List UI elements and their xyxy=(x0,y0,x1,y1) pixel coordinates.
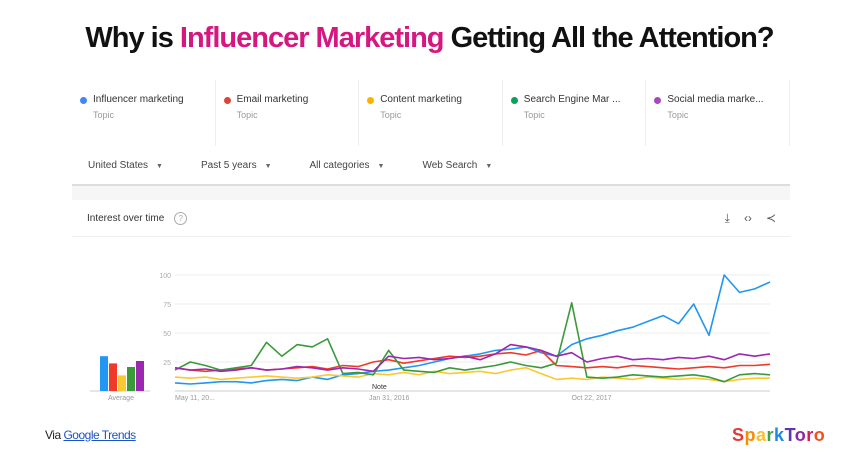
topic-card[interactable]: Influencer marketing Topic xyxy=(72,80,216,146)
topic-card[interactable]: Search Engine Mar ... Topic xyxy=(503,80,647,146)
via-text: Via xyxy=(45,428,64,442)
topic-type: Topic xyxy=(667,110,689,120)
caret-down-icon: ▼ xyxy=(485,162,493,170)
topic-card[interactable]: Email marketing Topic xyxy=(216,80,360,146)
time-range-dropdown[interactable]: Past 5 years ▼ xyxy=(201,160,272,171)
title-text-end: Getting All the Attention? xyxy=(443,22,775,54)
topic-card[interactable]: Content marketing Topic xyxy=(359,80,503,146)
filter-bar: United States ▼ Past 5 years ▼ All categor… xyxy=(72,146,790,186)
average-bar xyxy=(100,356,108,391)
x-tick-label: May 11, 20... xyxy=(175,395,215,402)
average-bar xyxy=(109,363,117,391)
dropdown-label: Web Search xyxy=(422,159,478,171)
interest-over-time-card: Interest over time? ⤓ ‹› ≺ 25 50 75 100 May 11… xyxy=(72,200,790,406)
region-dropdown[interactable]: United States ▼ xyxy=(88,160,163,171)
topic-name: Search Engine Mar ... xyxy=(523,94,621,105)
dropdown-label: United States xyxy=(88,159,149,171)
caret-down-icon: ▼ xyxy=(156,162,163,170)
title-text: Why is xyxy=(85,22,180,54)
caret-down-icon: ▼ xyxy=(377,162,385,170)
average-bar xyxy=(118,375,126,391)
dropdown-label: Past 5 years xyxy=(200,159,257,171)
y-tick-label: 100 xyxy=(159,273,171,280)
caret-down-icon: ▼ xyxy=(264,162,272,170)
y-tick-label: 75 xyxy=(163,302,171,309)
page-title: Why is Influencer Marketing Getting All … xyxy=(0,22,859,55)
series-dot-icon xyxy=(654,97,662,104)
category-dropdown[interactable]: All categories ▼ xyxy=(310,160,385,171)
topic-card[interactable]: Social media marke... Topic xyxy=(646,80,790,146)
series-dot-icon xyxy=(80,97,87,104)
y-tick-label: 25 xyxy=(163,360,171,367)
topic-name: Email marketing xyxy=(236,94,309,105)
title-highlight: Influencer Marketing xyxy=(179,22,445,54)
topic-name: Content marketing xyxy=(380,94,462,105)
embed-code-icon[interactable]: ‹› xyxy=(743,211,752,225)
series-dot-icon xyxy=(223,97,231,104)
series-line xyxy=(174,343,771,373)
download-icon[interactable]: ⤓ xyxy=(724,211,730,225)
share-icon[interactable]: ≺ xyxy=(765,211,776,225)
interest-chart: 25 50 75 100 May 11, 20... Jan 31, 2016 Oct 22… xyxy=(90,273,771,402)
topic-type: Topic xyxy=(93,110,115,120)
dropdown-label: All categories xyxy=(309,159,370,171)
sparktoro-logo: SparkToro xyxy=(732,425,826,445)
topic-list: Influencer marketing Topic Email marketin… xyxy=(72,80,790,147)
series-line xyxy=(174,274,771,385)
y-tick-label: 50 xyxy=(163,331,171,338)
topic-type: Topic xyxy=(380,110,402,120)
topic-name: Social media marke... xyxy=(667,94,764,105)
average-bar xyxy=(136,361,144,391)
x-tick-label: Jan 31, 2016 xyxy=(369,395,410,402)
source-credit: Via Google Trends xyxy=(45,428,136,442)
google-trends-link[interactable]: Google Trends xyxy=(63,428,136,442)
help-icon[interactable]: ? xyxy=(174,211,188,225)
note-label: Note xyxy=(372,384,387,391)
topic-type: Topic xyxy=(236,110,258,120)
search-type-dropdown[interactable]: Web Search ▼ xyxy=(422,160,492,171)
series-dot-icon xyxy=(510,97,518,104)
x-tick-label: Oct 22, 2017 xyxy=(571,395,611,402)
card-title: Interest over time xyxy=(87,212,165,224)
series-dot-icon xyxy=(367,97,375,104)
topic-name: Influencer marketing xyxy=(93,94,184,105)
topic-type: Topic xyxy=(523,110,545,120)
google-trends-panel: Influencer marketing Topic Email marketin… xyxy=(72,80,790,406)
series-line xyxy=(174,302,771,383)
average-bar xyxy=(127,367,135,391)
average-label: Average xyxy=(108,395,134,402)
series-line xyxy=(174,367,770,383)
